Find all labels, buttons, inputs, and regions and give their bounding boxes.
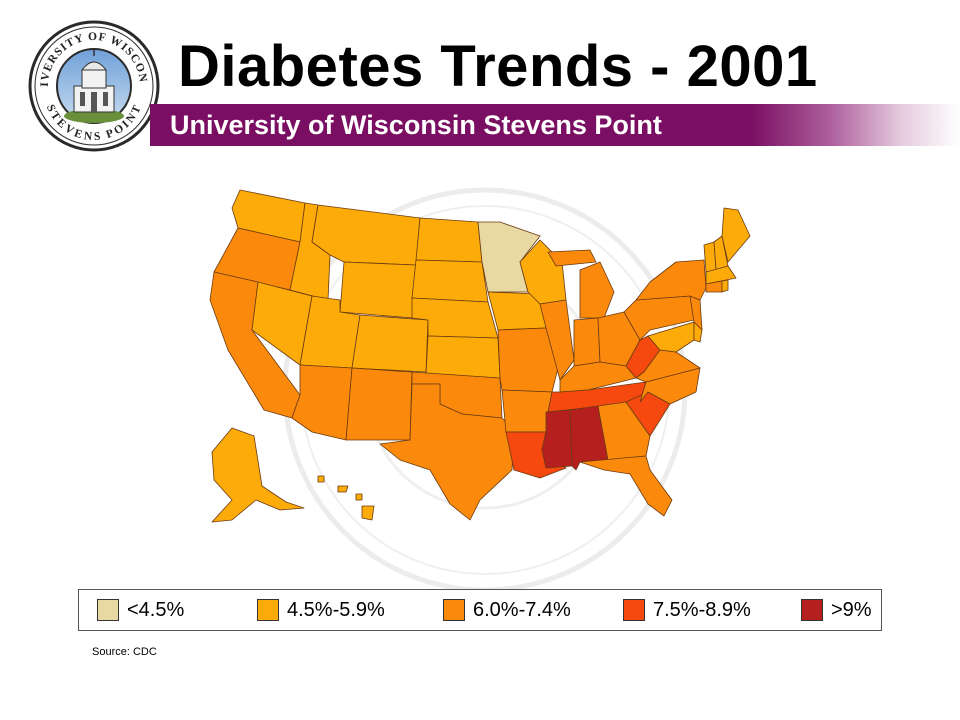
- legend-label: 6.0%-7.4%: [473, 599, 571, 621]
- state-delaware: [693, 321, 703, 343]
- state-massachusetts: [705, 265, 737, 285]
- legend-label: 4.5%-5.9%: [287, 599, 385, 621]
- state-kansas: [425, 335, 501, 379]
- state-illinois: [539, 299, 575, 381]
- state-michigan: [547, 249, 615, 319]
- legend-swatch: [801, 599, 823, 621]
- state-south-dakota: [411, 259, 489, 303]
- legend-swatch: [257, 599, 279, 621]
- legend-swatch: [443, 599, 465, 621]
- state-florida: [579, 455, 673, 517]
- page-title: Diabetes Trends - 2001: [178, 34, 818, 99]
- source-note: Source: CDC: [92, 646, 157, 658]
- legend-swatch: [97, 599, 119, 621]
- legend-label: 7.5%-8.9%: [653, 599, 751, 621]
- state-hawaii: [317, 475, 375, 521]
- university-seal-icon: UNIVERSITY OF WISCONSIN STEVENS POINT: [28, 20, 160, 152]
- state-maine: [721, 207, 751, 263]
- state-mississippi: [541, 409, 573, 469]
- legend-label: >9%: [831, 599, 872, 621]
- state-north-dakota: [415, 217, 483, 263]
- legend-label: <4.5%: [127, 599, 185, 621]
- state-wyoming: [339, 261, 417, 319]
- state-colorado: [351, 314, 429, 373]
- state-arizona: [291, 364, 353, 441]
- state-rhode-island: [721, 279, 729, 293]
- state-maryland: [647, 321, 695, 353]
- state-alaska: [211, 427, 305, 523]
- state-texas: [379, 383, 515, 521]
- subtitle-banner: University of Wisconsin Stevens Point: [150, 104, 960, 146]
- map-legend: <4.5% 4.5%-5.9% 6.0%-7.4% 7.5%-8.9% >9%: [78, 589, 882, 631]
- us-diabetes-map: [209, 189, 751, 523]
- page-subtitle: University of Wisconsin Stevens Point: [170, 110, 662, 140]
- state-indiana: [573, 317, 601, 367]
- state-arkansas: [501, 389, 553, 433]
- state-new-mexico: [345, 367, 413, 441]
- state-new-york: [635, 259, 707, 301]
- state-georgia: [597, 401, 651, 461]
- legend-swatch: [623, 599, 645, 621]
